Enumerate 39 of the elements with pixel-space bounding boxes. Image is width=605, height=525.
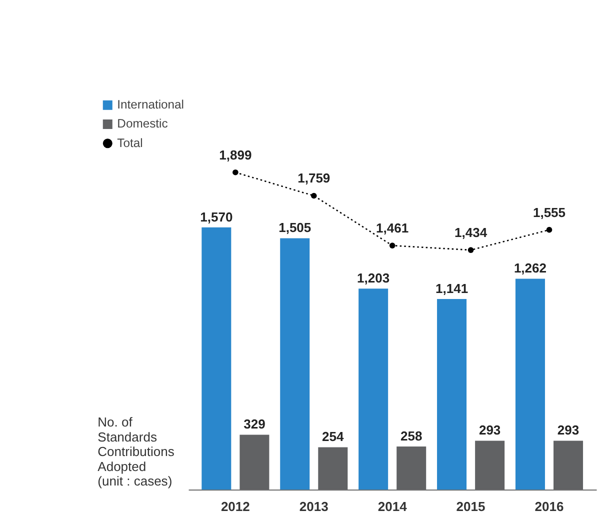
point	[310, 192, 317, 199]
data-label: 254	[322, 429, 345, 444]
y-axis-title: No. of Standards Contributions Adopted (unit : cases)	[98, 414, 175, 489]
data-label: 1,899	[219, 147, 252, 162]
data-label: 1,461	[376, 220, 409, 236]
point	[389, 242, 396, 248]
legend-label: Total	[117, 136, 143, 150]
data-label: 1,262	[514, 260, 547, 276]
data-label: 1,555	[532, 204, 566, 220]
data-label: 1,505	[278, 220, 312, 236]
x-tick-label: 2012	[220, 498, 250, 514]
data-label: 329	[244, 416, 266, 432]
data-label: 258	[400, 428, 422, 444]
x-tick-label: 2014	[378, 498, 408, 514]
bar	[475, 440, 505, 490]
bar	[554, 440, 584, 490]
data-label: 1,141	[435, 280, 468, 296]
data-label: 1,434	[454, 225, 488, 240]
bar	[202, 227, 232, 490]
x-tick-label: 2015	[456, 498, 486, 514]
data-label: 1,759	[298, 170, 330, 186]
bar	[437, 299, 467, 490]
x-tick-label: 2013	[299, 498, 328, 514]
legend-label: Domestic	[117, 116, 168, 131]
point	[232, 169, 238, 176]
bar	[396, 446, 426, 490]
data-label: 1,203	[357, 270, 390, 286]
bar	[240, 434, 270, 490]
bar	[515, 278, 545, 490]
point	[546, 226, 552, 233]
bar	[318, 447, 348, 490]
point	[468, 247, 474, 253]
data-label: 293	[478, 422, 501, 438]
bar	[280, 238, 310, 490]
bar	[358, 288, 388, 490]
data-label: 293	[557, 422, 580, 438]
legend-label: International	[117, 98, 184, 112]
x-tick-label: 2016	[534, 498, 564, 514]
data-label: 1,570	[200, 209, 233, 224]
